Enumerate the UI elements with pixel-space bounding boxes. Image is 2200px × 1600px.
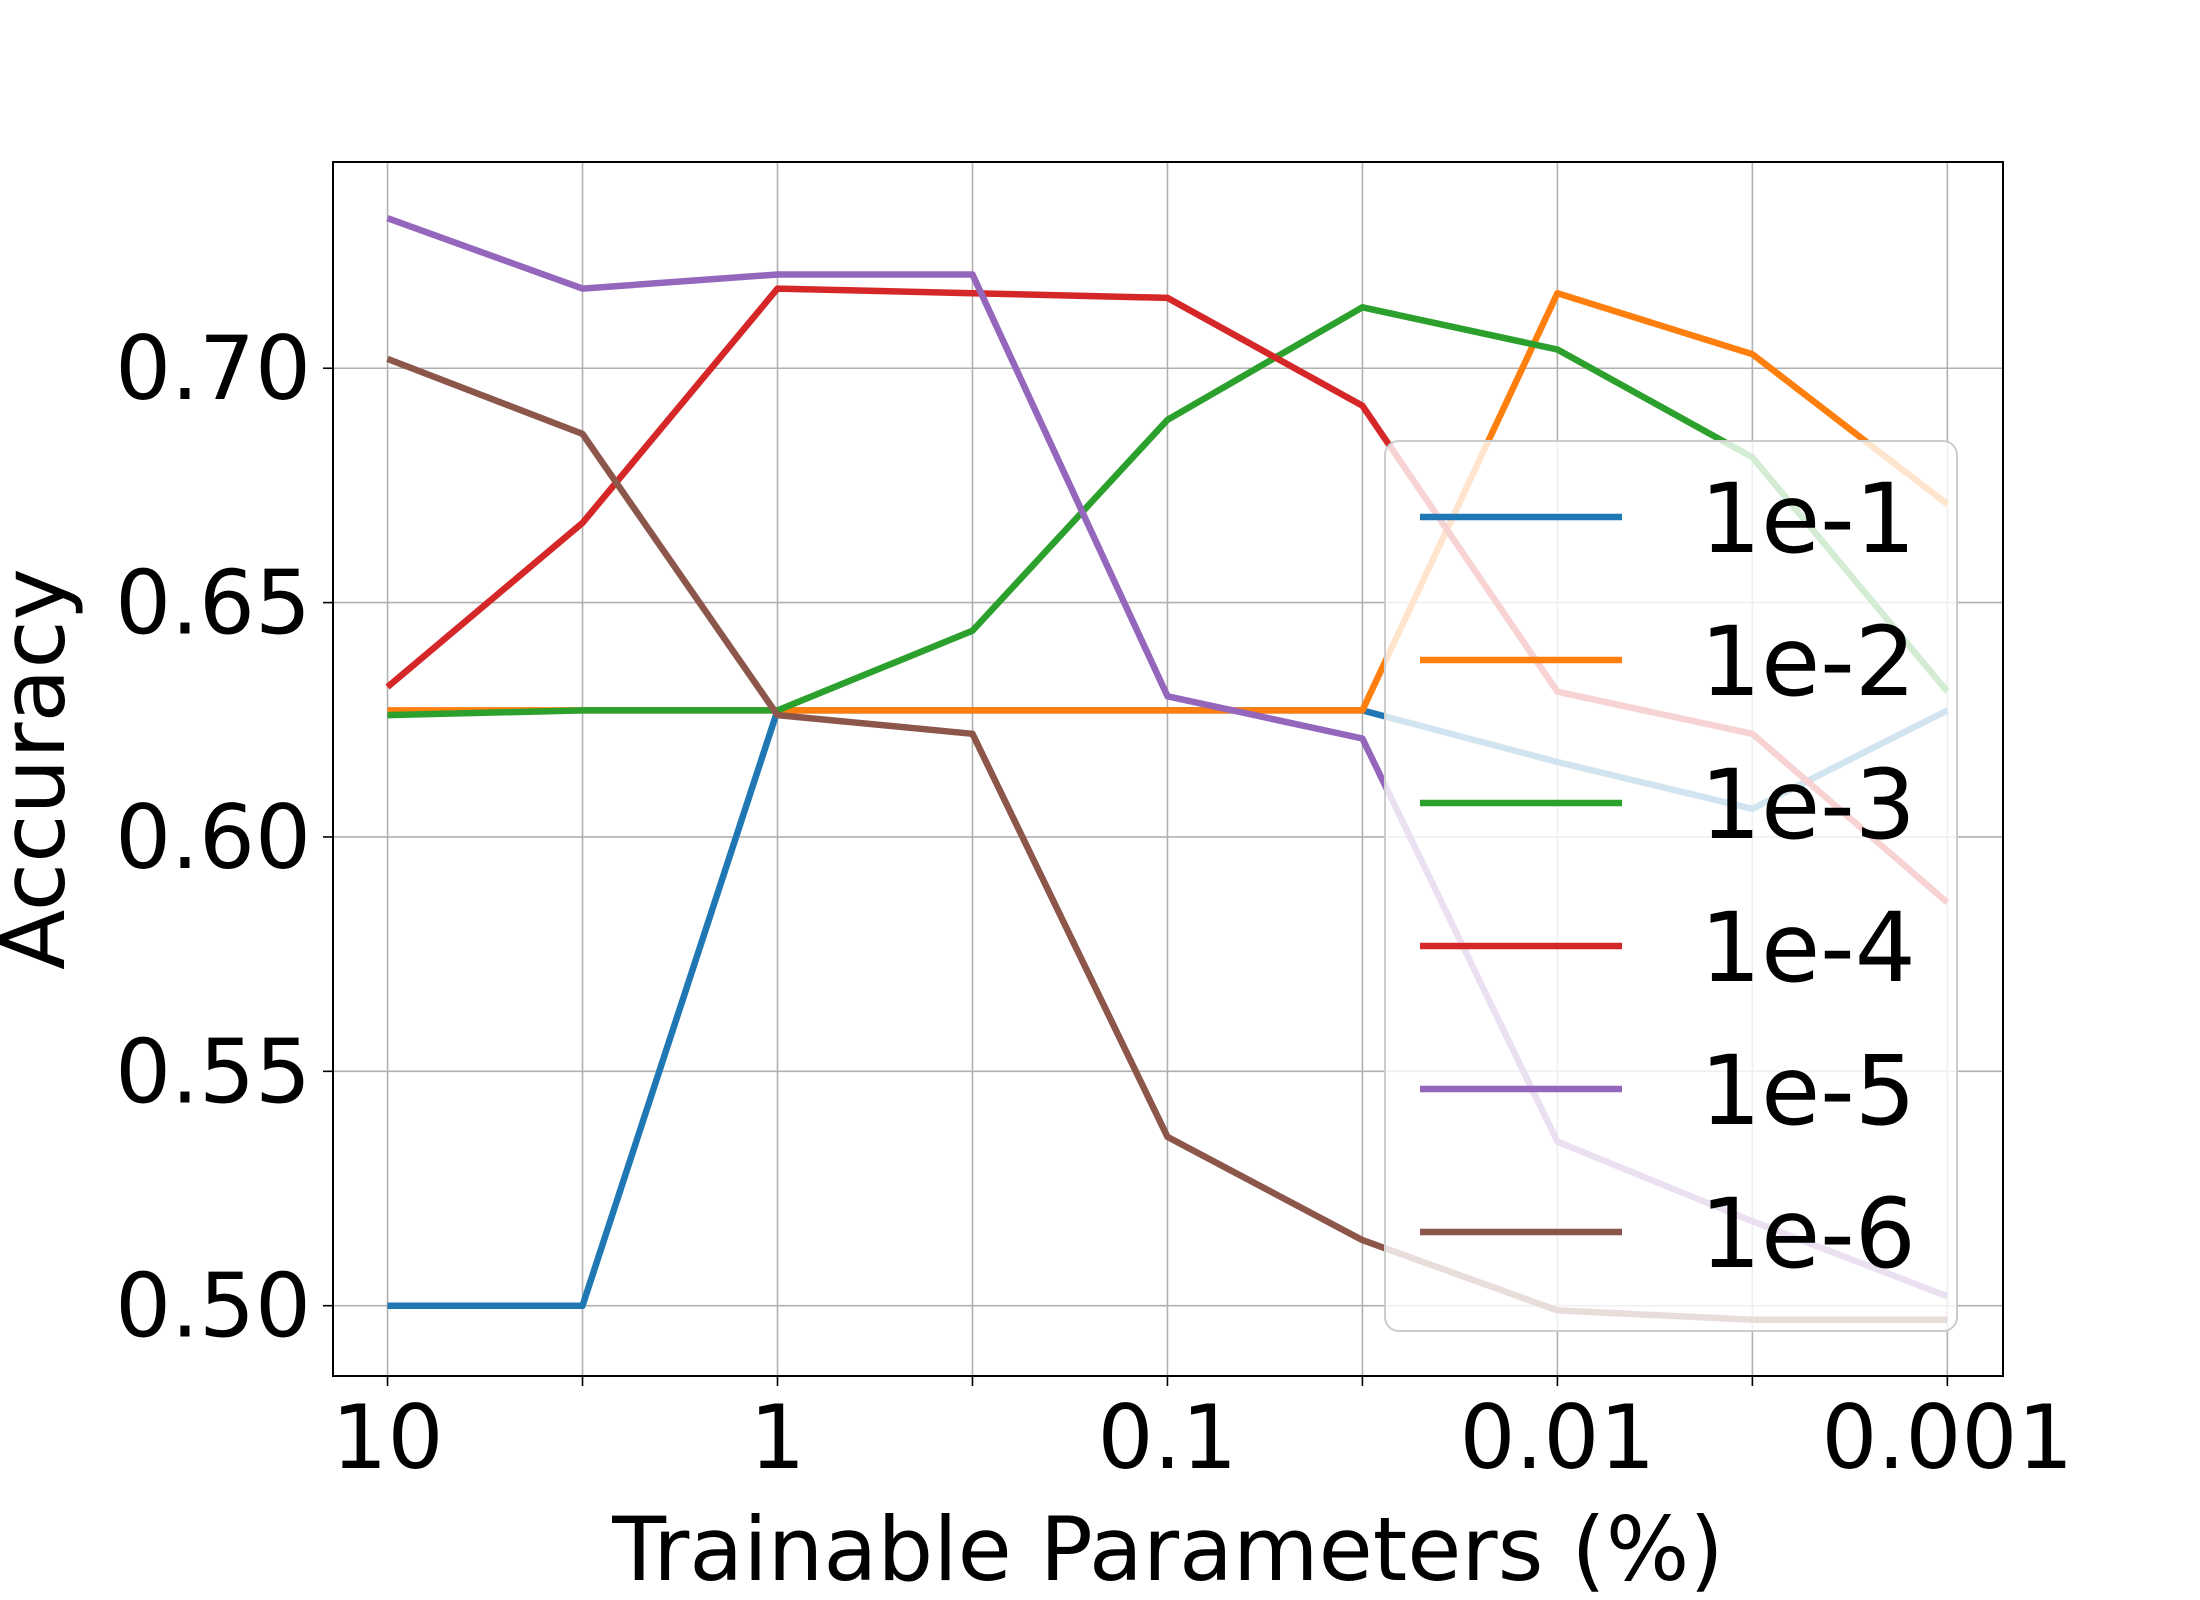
legend-label: 1e-4 xyxy=(1700,892,1916,1004)
x-tick-label: 0.1 xyxy=(1097,1386,1237,1489)
series-line-1e-3 xyxy=(387,304,1950,719)
legend-label: 1e-5 xyxy=(1700,1035,1916,1147)
legend: 1e-1 1e-2 1e-3 1e-4 1e-5 1e-6 xyxy=(1384,440,1958,1332)
legend-label: 1e-3 xyxy=(1700,749,1916,861)
x-tick-label: 10 xyxy=(332,1386,444,1489)
legend-label: 1e-2 xyxy=(1700,606,1916,718)
y-axis-label: Accuracy xyxy=(0,568,85,970)
axis-ticks: 10 1 0.1 0.01 0.001 0.50 0.55 0.60 0.65 0.70 xyxy=(115,317,2073,1489)
legend-label: 1e-6 xyxy=(1700,1178,1916,1290)
y-tick-label: 0.50 xyxy=(115,1255,311,1358)
y-tick-label: 0.55 xyxy=(115,1020,311,1123)
legend-label: 1e-1 xyxy=(1700,463,1916,575)
x-tick-label: 0.01 xyxy=(1459,1386,1655,1489)
y-tick-label: 0.65 xyxy=(115,552,311,655)
y-tick-label: 0.60 xyxy=(115,786,311,889)
x-axis-label: Trainable Parameters (%) xyxy=(611,1498,1723,1600)
x-tick-label: 1 xyxy=(750,1386,806,1489)
y-tick-label: 0.70 xyxy=(115,317,311,420)
x-tick-label: 0.001 xyxy=(1821,1386,2073,1489)
legend-box xyxy=(1384,440,1958,1332)
